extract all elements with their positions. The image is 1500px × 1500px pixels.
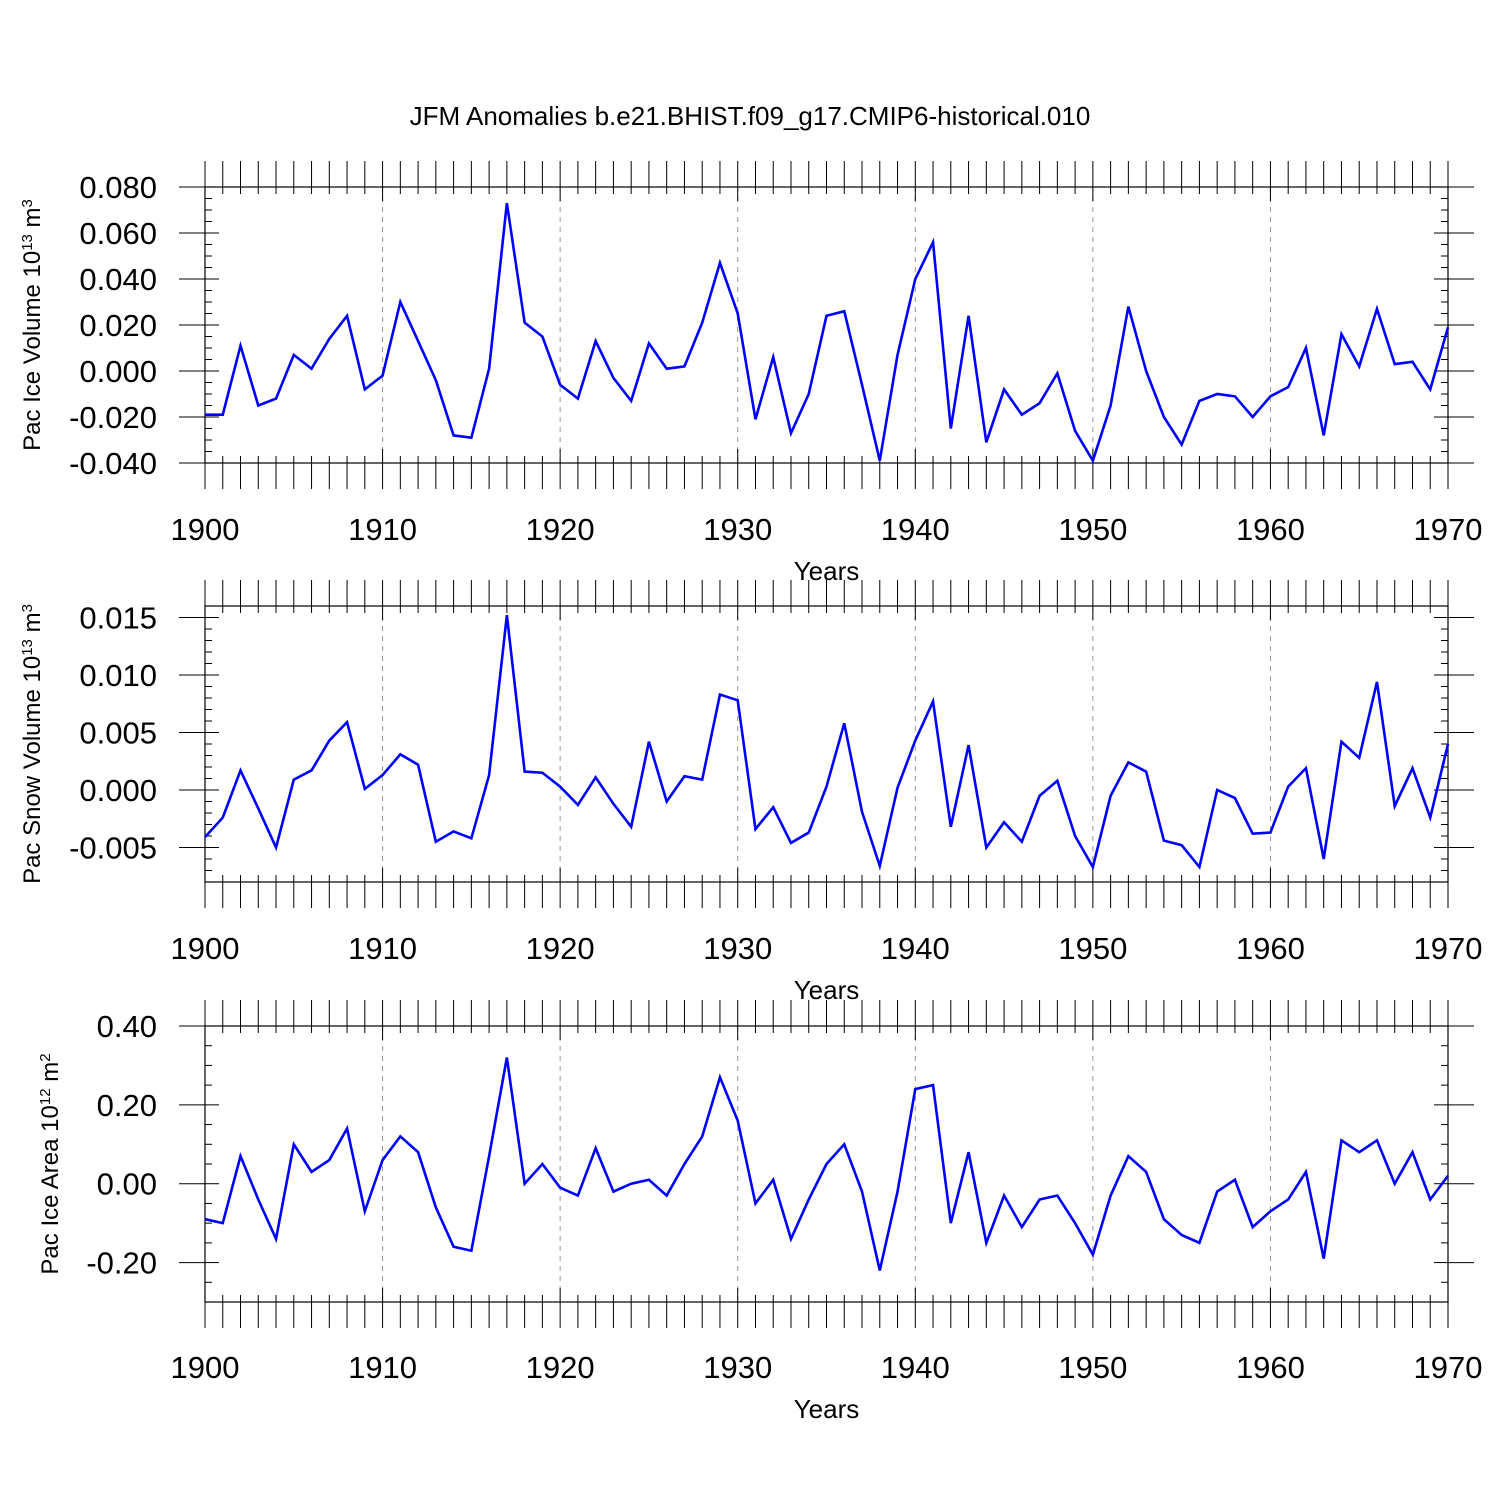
x-tick-label: 1970	[1414, 512, 1483, 547]
plot-frame	[204, 186, 1449, 464]
plot-frame	[204, 605, 1449, 883]
series-line	[205, 202, 1450, 464]
series-line	[204, 1057, 1450, 1271]
x-ticks	[204, 161, 1449, 489]
y-axis-title-superscript: 3	[19, 199, 36, 207]
x-tick-label: 1970	[1414, 1350, 1483, 1385]
y-axis-title-superscript: 13	[19, 639, 36, 656]
y-axis-title-part: Pac Snow Volume 10	[19, 656, 46, 884]
x-tick-label: 1970	[1414, 931, 1483, 966]
y-axis-title-part: Pac Ice Volume 10	[19, 251, 46, 451]
x-axis-title: Years	[794, 1394, 860, 1424]
x-tick-label: 1910	[348, 1350, 417, 1385]
y-axis-title: Pac Ice Volume 1013 m3	[19, 199, 46, 451]
series-line	[204, 615, 1450, 871]
x-tick-label: 1960	[1236, 931, 1305, 966]
x-tick-label: 1950	[1058, 1350, 1127, 1385]
x-ticks	[204, 1000, 1449, 1328]
panel-1: 1900 1910 1920 1930 1940 1950 1960 1970 -0.040 -0…	[19, 161, 1483, 586]
y-tick-label: 0.00	[97, 1167, 157, 1202]
x-tick-label: 1960	[1236, 512, 1305, 547]
x-tick-label: 1900	[171, 512, 240, 547]
x-tick-label: 1920	[526, 1350, 595, 1385]
y-axis-title-superscript: 12	[37, 1088, 54, 1105]
x-tick-label: 1920	[526, 512, 595, 547]
x-tick-label: 1930	[703, 931, 772, 966]
x-tick-label: 1900	[171, 1350, 240, 1385]
y-axis-title-part: m	[19, 612, 46, 639]
y-axis-title-superscript: 13	[19, 234, 36, 251]
y-ticks	[179, 186, 1474, 464]
panel-2: 1900 1910 1920 1930 1940 1950 1960 1970 -0.005 0.…	[19, 580, 1483, 1005]
x-tick-label: 1930	[703, 512, 772, 547]
x-tick-label: 1960	[1236, 1350, 1305, 1385]
y-tick-label: 0.080	[79, 170, 157, 205]
y-tick-label: -0.020	[69, 400, 157, 435]
y-tick-label: 0.000	[79, 354, 157, 389]
y-tick-label: -0.040	[69, 446, 157, 481]
y-axis-title-part: Pac Ice Area 10	[37, 1105, 64, 1274]
y-tick-label: 0.000	[79, 773, 157, 808]
x-tick-label: 1920	[526, 931, 595, 966]
y-tick-label: 0.015	[79, 601, 157, 636]
y-axis-title-superscript: 2	[37, 1053, 54, 1061]
x-tick-label: 1910	[348, 931, 417, 966]
panel-3: 1900 1910 1920 1930 1940 1950 1960 1970 -0.20 0.0…	[37, 1000, 1483, 1424]
x-tick-label: 1910	[348, 512, 417, 547]
x-tick-label: 1950	[1058, 931, 1127, 966]
y-tick-label: 0.20	[97, 1088, 157, 1123]
y-tick-label: 0.020	[79, 308, 157, 343]
y-ticks	[179, 605, 1474, 883]
y-axis-title-part: m	[19, 207, 46, 234]
y-axis-title: Pac Ice Area 1012 m2	[37, 1053, 64, 1274]
x-tick-label: 1950	[1058, 512, 1127, 547]
x-tick-label: 1930	[703, 1350, 772, 1385]
y-tick-label: -0.20	[86, 1246, 157, 1281]
plot-frame	[204, 1025, 1449, 1303]
x-tick-label: 1940	[881, 1350, 950, 1385]
y-axis-title-part: m	[37, 1062, 64, 1089]
x-tick-label: 1940	[881, 512, 950, 547]
y-tick-label: 0.005	[79, 716, 157, 751]
y-axis-title-superscript: 3	[19, 604, 36, 612]
y-tick-label: -0.005	[69, 831, 157, 866]
figure-title: JFM Anomalies b.e21.BHIST.f09_g17.CMIP6-…	[410, 101, 1091, 131]
y-tick-label: 0.060	[79, 216, 157, 251]
x-ticks	[204, 580, 1449, 908]
x-tick-label: 1940	[881, 931, 950, 966]
y-tick-label: 0.010	[79, 658, 157, 693]
y-axis-title: Pac Snow Volume 1013 m3	[19, 604, 46, 884]
y-tick-label: 0.40	[97, 1009, 157, 1044]
x-tick-label: 1900	[171, 931, 240, 966]
y-tick-label: 0.040	[79, 262, 157, 297]
